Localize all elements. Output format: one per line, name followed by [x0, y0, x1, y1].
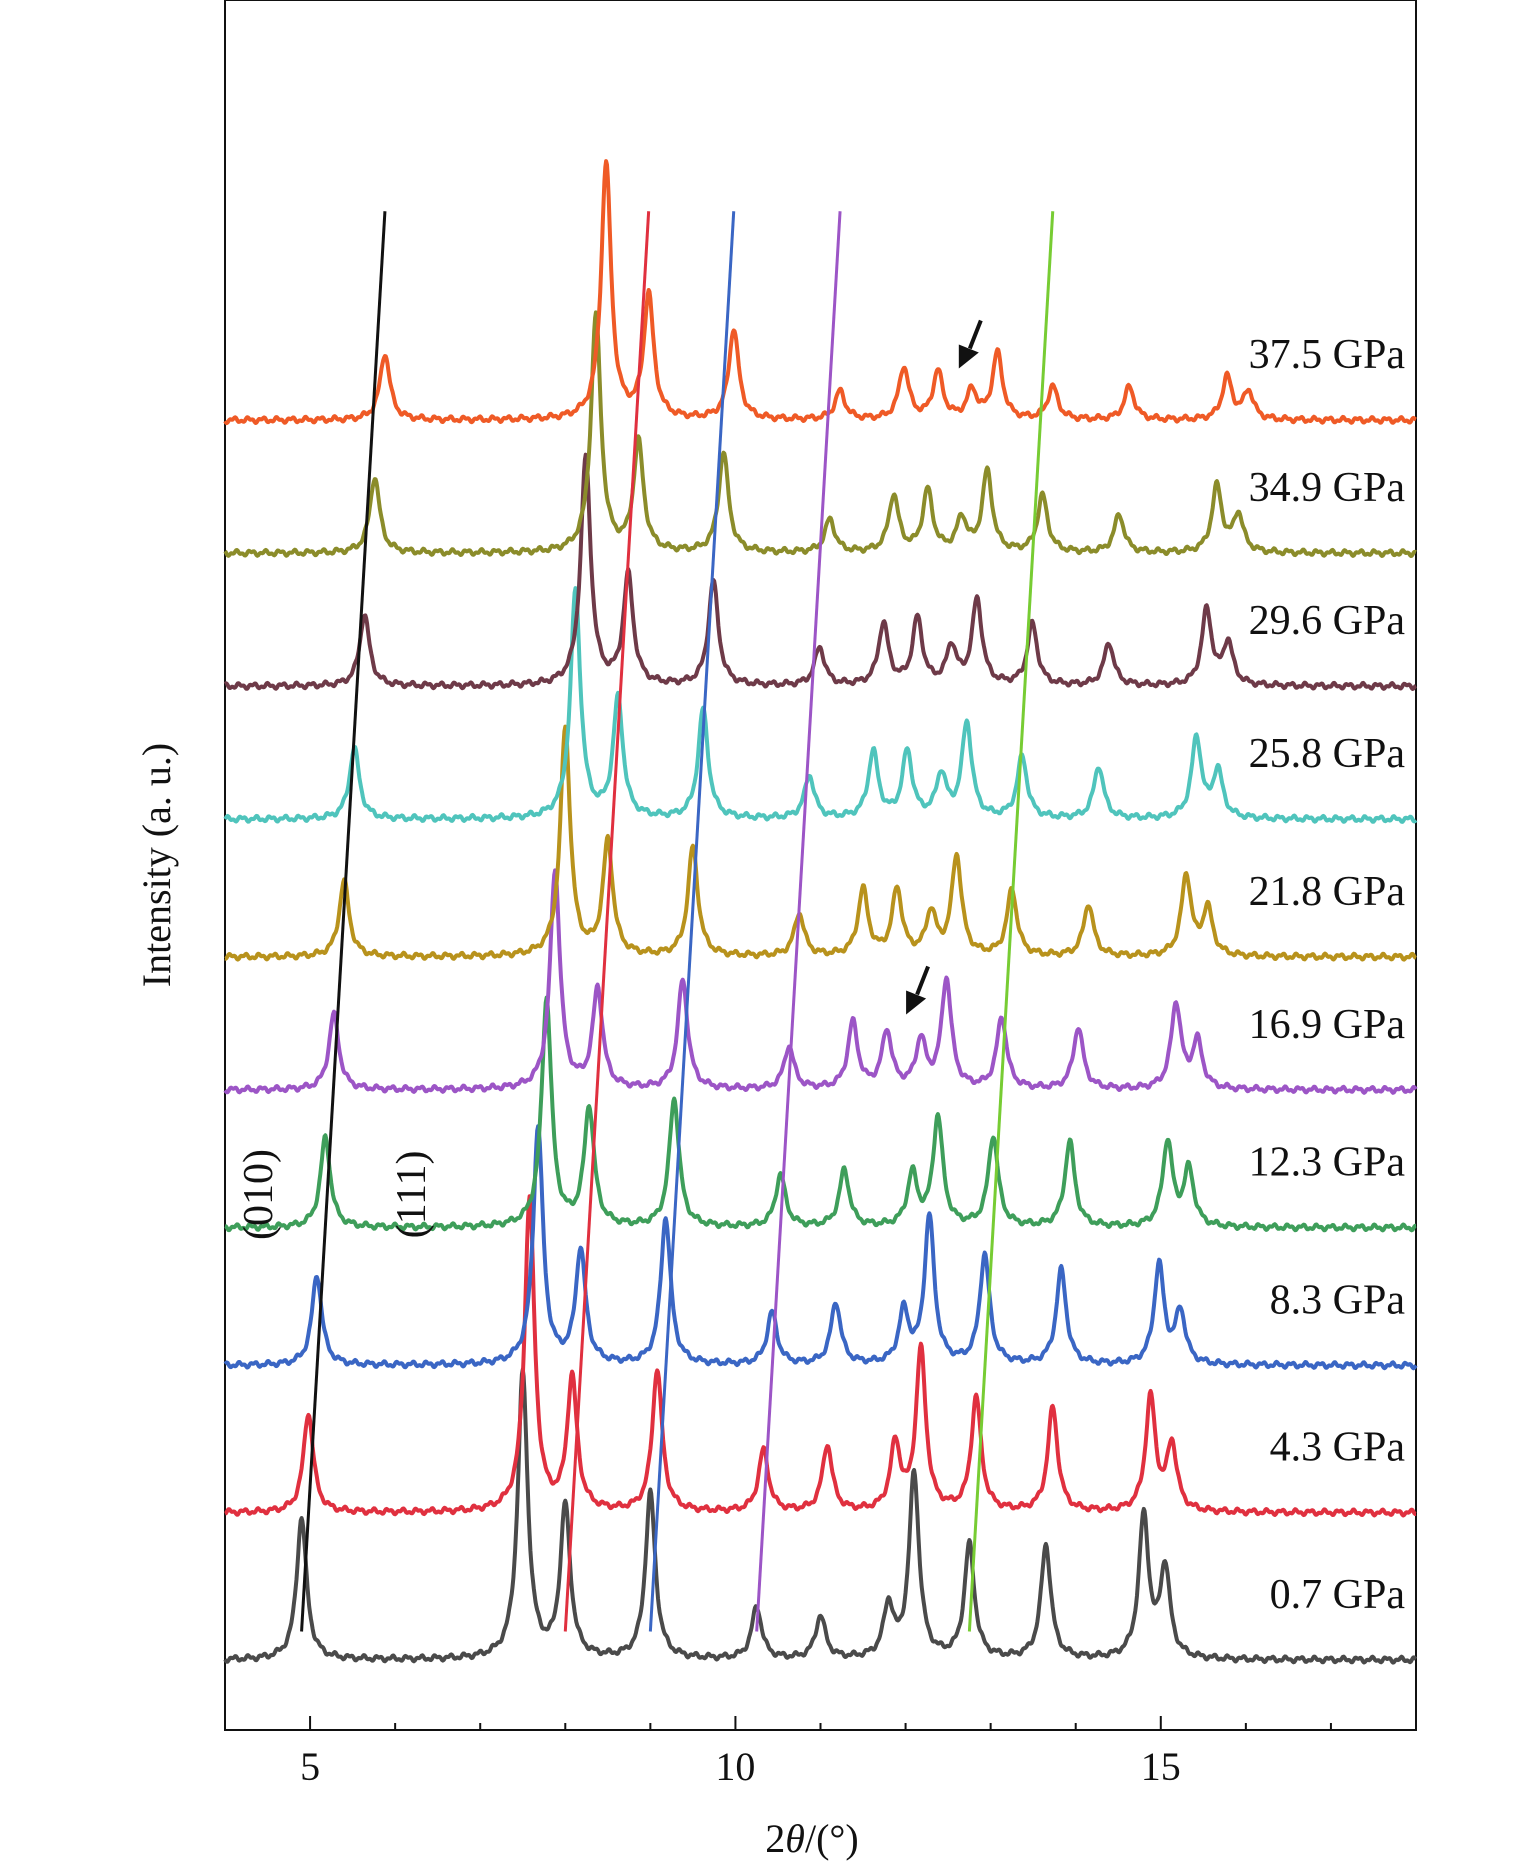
- series-line-6: [223, 586, 1418, 824]
- series-group: [223, 159, 1418, 1665]
- x-axis-label-prefix: 2: [765, 1816, 785, 1861]
- arrow-marker-0: [958, 319, 983, 369]
- series-line-2: [223, 1124, 1418, 1371]
- series-label-4: 16.9 GPa: [1249, 1002, 1406, 1048]
- x-ticks: 5 10 15: [224, 1716, 1417, 1789]
- series-label-8: 34.9 GPa: [1249, 465, 1406, 511]
- annotation-0: (010): [236, 1149, 282, 1240]
- series-label-9: 37.5 GPa: [1249, 332, 1406, 378]
- series-label-0: 0.7 GPa: [1270, 1572, 1406, 1618]
- y-axis-label: Intensity (a. u.): [134, 743, 179, 987]
- guide-line-3: [755, 211, 842, 1632]
- series-line-9: [223, 159, 1418, 426]
- x-tick-label-1: 10: [715, 1744, 755, 1789]
- series-line-1: [223, 1194, 1418, 1518]
- series-labels: 0.7 GPa 4.3 GPa 8.3 GPa 12.3 GPa 16.9 GPa 21.…: [1249, 332, 1406, 1618]
- series-label-6: 25.8 GPa: [1249, 731, 1406, 777]
- x-tick-label-0: 5: [300, 1744, 320, 1789]
- series-line-5: [223, 724, 1418, 962]
- x-axis-label-theta: θ: [785, 1816, 805, 1861]
- series-label-1: 4.3 GPa: [1270, 1425, 1406, 1471]
- series-label-7: 29.6 GPa: [1249, 598, 1406, 644]
- guide-line-2: [648, 211, 736, 1632]
- series-label-2: 8.3 GPa: [1270, 1277, 1406, 1323]
- guide-line-4: [967, 211, 1055, 1632]
- x-axis-label: 2θ/(°): [765, 1816, 858, 1861]
- x-tick-label-2: 15: [1141, 1744, 1181, 1789]
- series-line-7: [223, 452, 1418, 691]
- arrow-marker-1: [906, 965, 930, 1015]
- x-axis-label-suffix: /(°): [805, 1816, 859, 1861]
- series-line-4: [223, 868, 1418, 1095]
- annotation-1: (111): [389, 1151, 435, 1239]
- series-line-0: [223, 1367, 1418, 1665]
- series-label-3: 12.3 GPa: [1249, 1140, 1406, 1186]
- guide-lines: [300, 211, 1055, 1632]
- annotations: (010) (111): [236, 319, 983, 1240]
- guide-line-0: [300, 211, 387, 1632]
- guide-line-1: [563, 211, 651, 1632]
- series-label-5: 21.8 GPa: [1249, 869, 1406, 915]
- series-line-3: [223, 995, 1418, 1233]
